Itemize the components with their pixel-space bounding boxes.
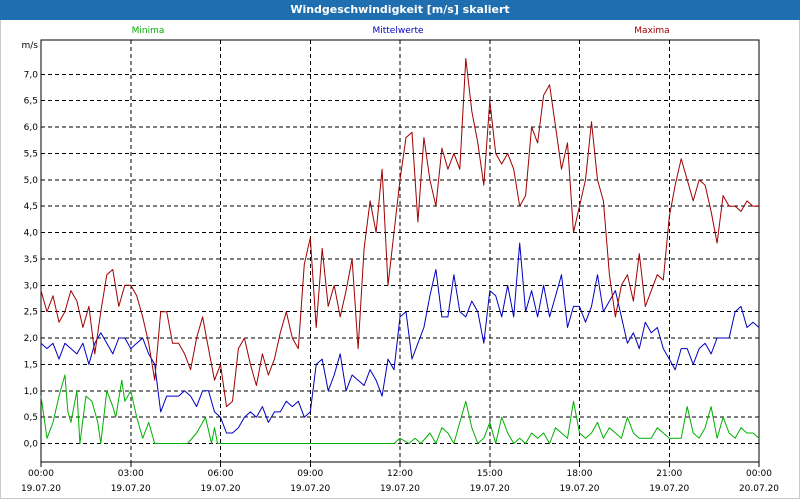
x-tick-time: 06:00 — [208, 469, 234, 479]
y-tick-label: 0,5 — [24, 413, 38, 423]
y-tick-label: 2,0 — [24, 334, 39, 344]
x-tick-date: 19.07.20 — [290, 484, 330, 494]
x-tick-date: 19.07.20 — [649, 484, 689, 494]
series-line-mittelwerte — [40, 242, 760, 434]
wind-speed-chart: m/s 0,0 0,5 1,0 1,5 2,0 2,5 3,0 3,5 4,0 4,5 5,0 5,5… — [21, 26, 779, 494]
y-tick-label: 5,0 — [24, 176, 39, 186]
series-lines — [40, 58, 760, 444]
x-tick-time: 21:00 — [656, 469, 682, 479]
x-tick-date: 19.07.20 — [21, 484, 61, 494]
y-tick-label: 4,5 — [24, 202, 38, 212]
y-axis-label: m/s — [22, 41, 39, 51]
x-tick-time: 18:00 — [567, 469, 593, 479]
x-tick-date: 19.07.20 — [559, 484, 599, 494]
axes: m/s — [22, 39, 760, 467]
grid — [41, 40, 759, 462]
y-tick-labels: 0,0 0,5 1,0 1,5 2,0 2,5 3,0 3,5 4,0 4,5 5,0 5,5 6,0 6… — [24, 70, 39, 449]
y-tick-label: 4,0 — [24, 229, 39, 239]
legend-maxima: Maxima — [634, 26, 669, 36]
window-title: Windgeschwindigkeit [m/s] skaliert — [0, 0, 800, 20]
y-tick-label: 3,0 — [24, 281, 39, 291]
legend-minima: Minima — [132, 26, 165, 36]
x-tick-date: 19.07.20 — [380, 484, 420, 494]
x-tick-time: 03:00 — [118, 469, 144, 479]
series-line-maxima — [40, 58, 759, 408]
x-tick-date: 19.07.20 — [111, 484, 151, 494]
x-tick-time: 00:00 — [28, 469, 54, 479]
legend: Minima Mittelwerte Maxima — [132, 26, 670, 36]
x-tick-date: 19.07.20 — [200, 484, 240, 494]
x-tick-time: 15:00 — [477, 469, 503, 479]
y-tick-label: 7,0 — [24, 70, 39, 80]
series-line-minima — [40, 374, 760, 444]
x-tick-date: 19.07.20 — [470, 484, 510, 494]
chart-frame: m/s 0,0 0,5 1,0 1,5 2,0 2,5 3,0 3,5 4,0 4,5 5,0 5,5… — [0, 20, 800, 499]
x-tick-date: 20.07.20 — [739, 484, 779, 494]
y-tick-label: 5,5 — [24, 149, 38, 159]
x-tick-labels: 00:00 19.07.20 03:00 19.07.20 06:00 19.07.20 0… — [21, 469, 779, 494]
y-tick-label: 2,5 — [24, 308, 38, 318]
y-tick-label: 6,0 — [24, 123, 39, 133]
y-tick-label: 0,0 — [24, 440, 39, 450]
y-tick-label: 1,0 — [24, 387, 39, 397]
y-tick-label: 1,5 — [24, 360, 38, 370]
y-tick-label: 6,5 — [24, 97, 38, 107]
y-tick-label: 3,5 — [24, 255, 38, 265]
legend-mittelwerte: Mittelwerte — [372, 26, 423, 36]
plot-border — [40, 39, 760, 463]
x-tick-time: 00:00 — [746, 469, 772, 479]
x-tick-time: 12:00 — [387, 469, 413, 479]
x-tick-time: 09:00 — [297, 469, 323, 479]
